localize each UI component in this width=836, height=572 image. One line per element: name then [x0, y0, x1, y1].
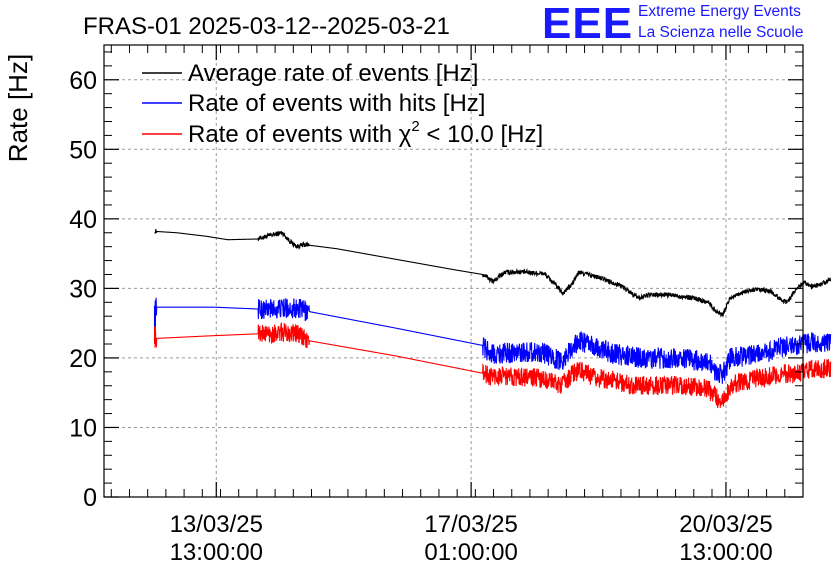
y-tick-label: 40 — [69, 206, 97, 234]
plot-frame — [103, 44, 804, 498]
chart-title: FRAS-01 2025-03-12--2025-03-21 — [83, 13, 450, 40]
x-tick-label-date: 13/03/25 — [170, 511, 263, 538]
x-tick-label-time: 01:00:00 — [424, 539, 517, 566]
y-tick-label: 20 — [69, 345, 97, 373]
x-tick-label-time: 13:00:00 — [679, 539, 772, 566]
y-tick-label: 50 — [69, 136, 97, 164]
series-layer — [153, 229, 832, 409]
series-line — [154, 322, 832, 409]
eee-logo-mark: EEE — [542, 0, 634, 48]
logo-line-1: Extreme Energy Events — [638, 3, 801, 20]
series-line — [154, 297, 832, 384]
x-tick-label-date: 20/03/25 — [679, 511, 772, 538]
legend-label: Rate of events with hits [Hz] — [188, 90, 485, 117]
x-tick-label-date: 17/03/25 — [424, 511, 517, 538]
y-tick-label: 0 — [83, 484, 97, 512]
y-tick-label: 60 — [69, 67, 97, 95]
legend: Average rate of events [Hz] Rate of event… — [142, 60, 543, 148]
grid — [104, 45, 803, 497]
axes: 010203040506013/03/2513:00:0017/03/2501:… — [69, 44, 804, 566]
series-line — [154, 229, 832, 318]
legend-label: Average rate of events [Hz] — [188, 60, 478, 87]
legend-label: Rate of events with χ2 < 10.0 [Hz] — [188, 118, 543, 148]
y-tick-label: 30 — [69, 275, 97, 303]
y-axis-label: Rate [Hz] — [3, 54, 33, 162]
x-tick-label-time: 13:00:00 — [170, 539, 263, 566]
y-tick-label: 10 — [69, 414, 97, 442]
logo-line-2: La Scienza nelle Scuole — [638, 24, 804, 41]
